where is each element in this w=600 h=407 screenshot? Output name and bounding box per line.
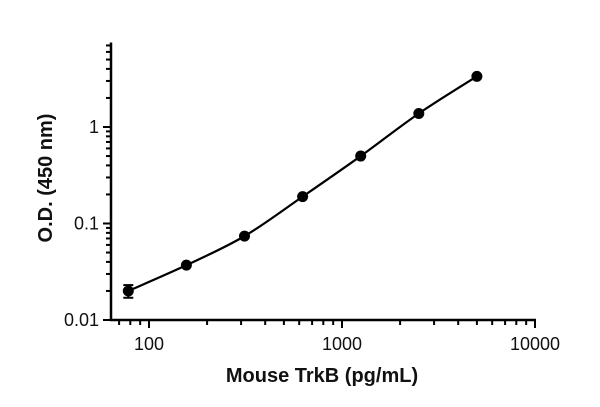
data-point [122,285,134,297]
x-tick-label: 100 [134,334,164,354]
x-tick-label: 1000 [322,334,362,354]
y-tick-labels: 0.01 0.1 1 [64,117,99,330]
x-tick-labels: 100 1000 10000 [134,334,560,354]
data-point [239,230,251,242]
axes [103,42,536,328]
y-tick-label: 1 [89,117,99,137]
x-tick-label: 10000 [510,334,560,354]
x-axis-title: Mouse TrkB (pg/mL) [226,365,418,387]
data-point [413,108,425,120]
data-point [297,191,309,203]
y-axis-title: O.D. (450 nm) [35,114,57,243]
fit-curve-path [127,75,478,292]
data-point [355,150,367,162]
data-point [180,259,192,271]
y-tick-label: 0.1 [74,214,99,234]
fit-curve [127,75,478,292]
y-tick-label: 0.01 [64,310,99,330]
data-point [471,70,483,82]
data-points [122,70,483,299]
